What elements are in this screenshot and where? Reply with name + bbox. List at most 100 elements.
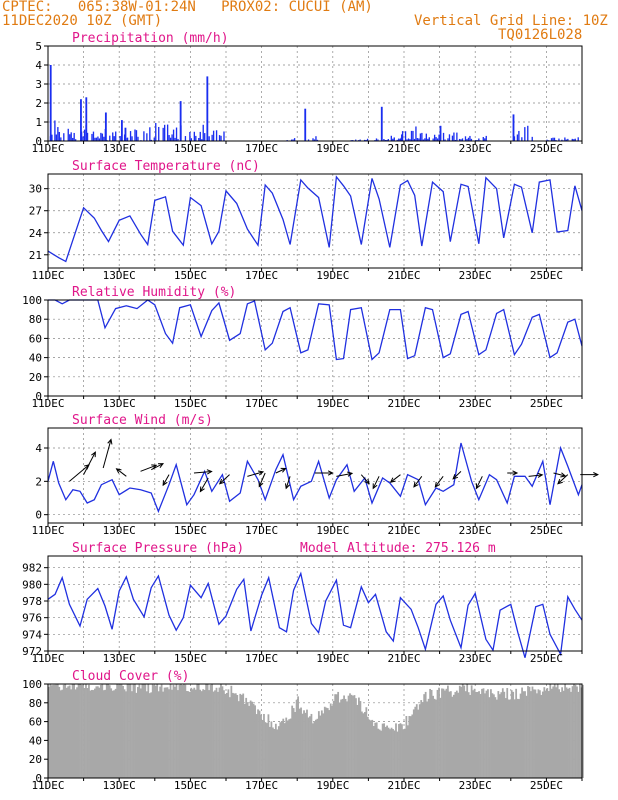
cloud-bar	[485, 690, 488, 778]
cloud-bar	[239, 693, 242, 778]
panel-0-ytick-label: 5	[35, 40, 42, 53]
cloud-bar	[306, 709, 308, 778]
wind-arrow	[162, 474, 170, 486]
precip-bar	[175, 127, 178, 141]
cloud-bar	[301, 713, 304, 778]
cloud-bar	[153, 685, 156, 778]
cloud-bar	[160, 684, 163, 778]
cloud-bar	[261, 719, 264, 778]
precip-bar	[129, 131, 132, 141]
precip-bar	[366, 138, 369, 141]
cloud-bar	[260, 714, 262, 778]
cloud-bar	[193, 687, 196, 778]
wind-arrow	[285, 476, 291, 489]
precip-bar	[393, 137, 395, 141]
cloud-bar	[122, 685, 124, 778]
precip-bar	[407, 138, 410, 141]
precip-bar	[401, 134, 403, 141]
cloud-bar	[89, 690, 92, 778]
precip-bar	[304, 108, 307, 141]
cloud-bar	[169, 684, 172, 778]
cloud-bar	[126, 684, 129, 778]
cloud-bar	[393, 730, 396, 778]
cloud-bar	[166, 687, 169, 778]
cloud-bar	[316, 718, 319, 778]
cloud-bar	[556, 684, 559, 778]
cloud-bar	[144, 684, 147, 778]
cloud-bar	[568, 687, 571, 778]
panel-4-ytick-label: 976	[22, 612, 42, 625]
wind-arrow	[247, 471, 264, 477]
cloud-bar	[224, 693, 227, 778]
precip-bar	[215, 130, 218, 141]
cloud-bar	[151, 684, 154, 778]
cloud-bar	[226, 692, 228, 778]
precip-bar	[415, 126, 417, 141]
cloud-bar	[71, 684, 74, 778]
cloud-bar	[220, 684, 222, 778]
cloud-bar	[396, 731, 399, 778]
cloud-bar	[297, 696, 299, 778]
cloud-bar	[580, 687, 583, 778]
cloud-bar	[329, 703, 332, 778]
cloud-bar	[132, 684, 135, 778]
precip-bar	[390, 135, 392, 141]
cloud-bar	[567, 688, 569, 778]
precip-bar	[409, 139, 411, 141]
cloud-bar	[50, 685, 53, 778]
cloud-bar	[307, 717, 310, 778]
cloud-bar	[399, 723, 402, 778]
cloud-bar	[541, 691, 544, 778]
wind-arrow	[553, 472, 566, 477]
cloud-bar	[497, 691, 500, 778]
precip-bar	[399, 138, 401, 141]
cloud-bar	[414, 706, 417, 778]
cloud-bar	[249, 700, 252, 778]
cloud-bar	[365, 707, 368, 778]
precip-bar	[63, 133, 65, 141]
cloud-bar	[200, 691, 203, 778]
header-grid-note: Vertical Grid Line: 10Z	[414, 13, 608, 29]
cloud-bar	[137, 687, 139, 778]
panel-1-xtick-label: 25DEC	[530, 269, 563, 282]
cloud-bar	[512, 691, 515, 778]
cloud-bar	[269, 726, 271, 778]
cloud-bar	[494, 697, 497, 778]
cloud-bar	[519, 693, 522, 778]
cloud-bar	[553, 684, 556, 778]
cloud-bar	[315, 719, 317, 778]
precip-bar	[190, 138, 193, 141]
panel-5-xtick-label: 11DEC	[31, 779, 64, 792]
wind-arrow	[258, 472, 266, 487]
cloud-bar	[291, 705, 294, 778]
cloud-bar	[458, 685, 461, 778]
cloud-bar	[406, 725, 409, 778]
precip-bar	[220, 135, 222, 141]
panel-1-ytick-label: 27	[29, 205, 42, 218]
cloud-bar	[401, 724, 403, 778]
cloud-bar	[298, 708, 301, 778]
precip-bar	[512, 114, 515, 141]
panel-4-xtick-label: 19DEC	[316, 652, 349, 665]
precip-bar	[312, 138, 314, 141]
precip-bar	[458, 138, 461, 141]
cloud-bar	[243, 703, 246, 778]
cloud-bar	[415, 704, 418, 778]
cloud-bar	[573, 684, 575, 778]
cloud-bar	[215, 687, 218, 778]
precip-bar	[432, 138, 434, 141]
precip-bar	[527, 125, 529, 141]
panel-4-xtick-label: 25DEC	[530, 652, 563, 665]
cloud-bar	[65, 687, 68, 778]
panel-3-ytick-label: 2	[35, 475, 42, 488]
cloud-bar	[423, 694, 426, 778]
cloud-bar	[531, 686, 534, 778]
cloud-bar	[240, 694, 243, 778]
cloud-bar	[495, 699, 498, 778]
precip-bar	[153, 137, 155, 141]
precip-bar	[149, 127, 151, 141]
precip-bar	[163, 124, 166, 141]
precip-bar	[100, 132, 102, 141]
cloud-bar	[387, 727, 390, 778]
cloud-bar	[389, 729, 391, 778]
